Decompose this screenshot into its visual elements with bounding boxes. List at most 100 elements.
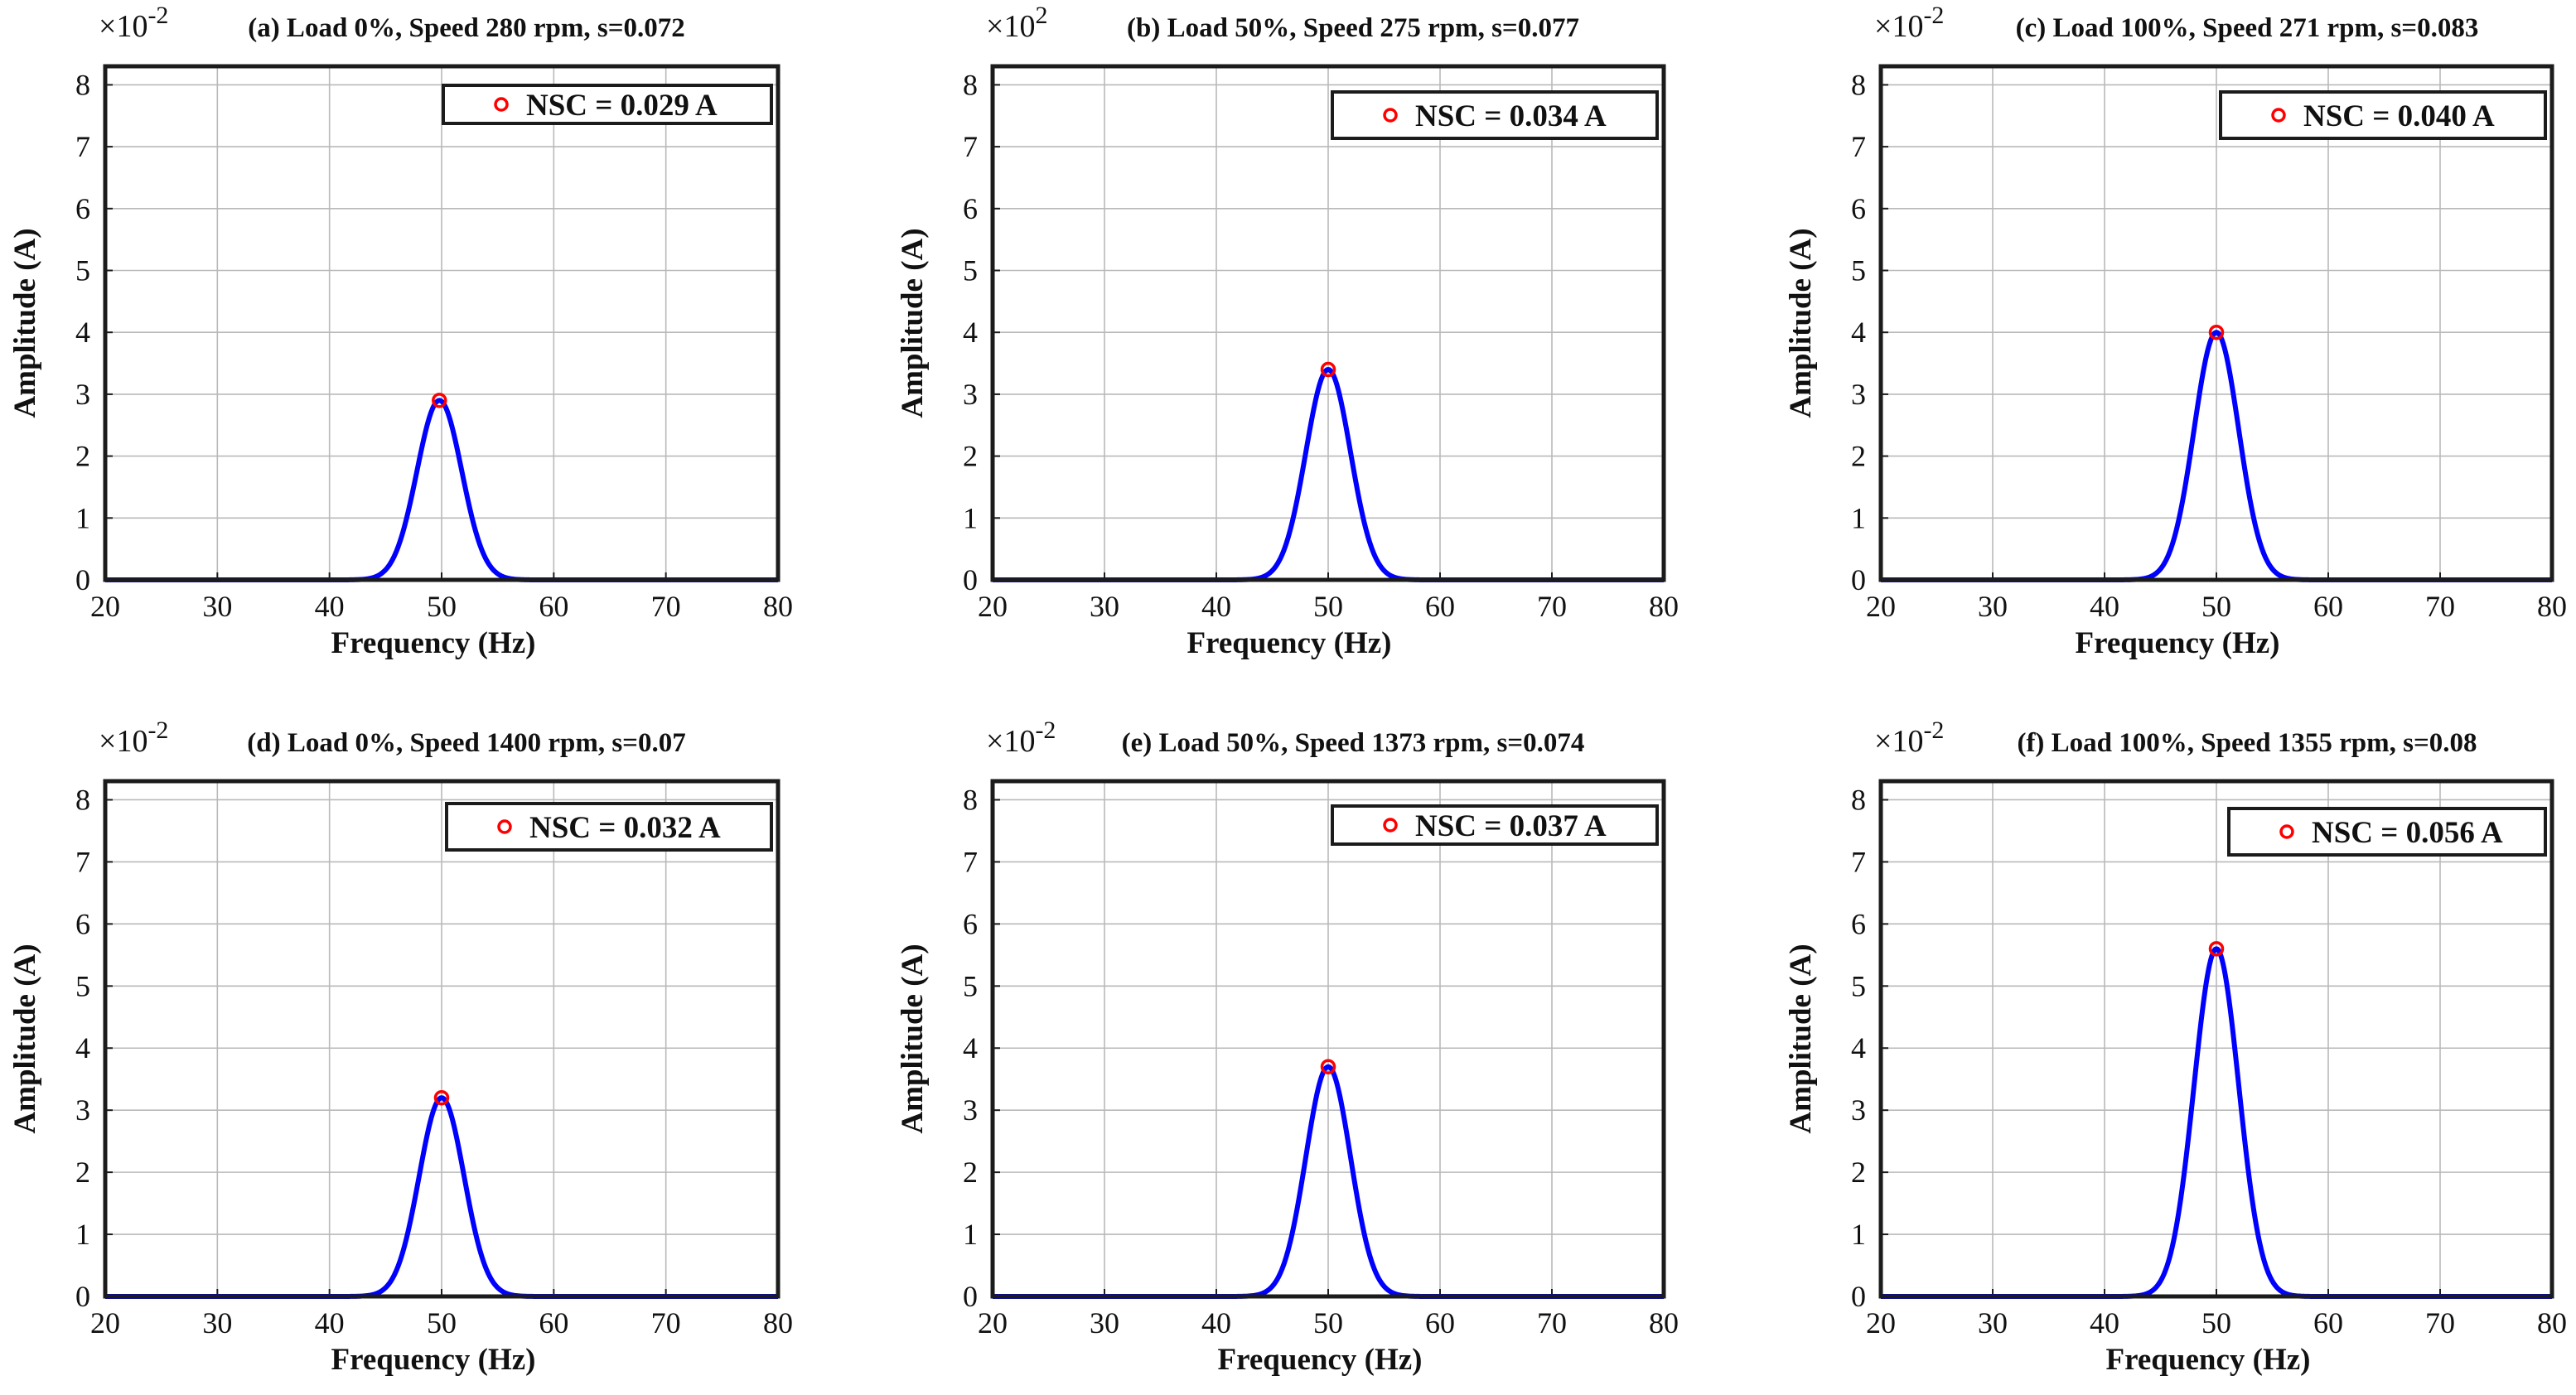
x-tick-label: 20 [978, 1306, 1008, 1339]
y-tick-label: 1 [1851, 1218, 1866, 1251]
x-axis-label: Frequency (Hz) [2106, 1343, 2311, 1377]
x-axis-label: Frequency (Hz) [1218, 1343, 1423, 1377]
legend-label: NSC = 0.034 A [1415, 99, 1607, 133]
y-tick-label: 0 [1851, 1280, 1866, 1313]
legend-box [445, 802, 773, 852]
multiplier-base: 10 [1003, 9, 1035, 44]
y-tick-label: 3 [963, 1093, 978, 1127]
peak-marker [2208, 941, 2225, 957]
y-tick-label: 5 [1851, 969, 1866, 1002]
y-tick-label: 8 [75, 783, 90, 816]
multiplier-exponent: -2 [1923, 717, 1944, 744]
y-axis-label: Amplitude (A) [1784, 228, 1818, 418]
y-tick-label: 0 [75, 1280, 90, 1313]
x-tick-label: 50 [2201, 1306, 2231, 1339]
legend-marker-icon [494, 97, 509, 112]
x-tick-label: 80 [1649, 590, 1679, 623]
multiplier-base: 10 [116, 724, 147, 759]
y-axis-multiplier: ×10-2 [1874, 717, 1944, 759]
y-tick-label: 7 [1851, 845, 1866, 878]
legend-box [1331, 90, 1659, 140]
x-tick-label: 80 [1649, 1306, 1679, 1339]
y-tick-label: 7 [1851, 130, 1866, 163]
axes-frame [103, 779, 781, 1299]
x-tick-label: 40 [1201, 590, 1231, 623]
panel-a: 20 30 40 50 60 70 80 0 1 2 3 4 5 6 7 8 NSC = 0.029 A (a) … [8, 2, 793, 660]
axes-frame [1878, 779, 2554, 1299]
y-tick-label: 6 [963, 192, 978, 225]
x-tick-label: 30 [1978, 590, 2008, 623]
y-tick-label: 5 [963, 969, 978, 1002]
x-tick-label: 60 [1425, 1306, 1455, 1339]
y-tick-label: 8 [75, 68, 90, 101]
x-tick-label: 40 [2090, 590, 2119, 623]
y-tick-label: 1 [75, 501, 90, 534]
y-tick-label: 6 [75, 907, 90, 940]
multiplier-exponent: -2 [1923, 2, 1944, 29]
legend-label: NSC = 0.029 A [526, 89, 718, 123]
legend: NSC = 0.040 A [2219, 90, 2547, 140]
y-tick-label: 3 [1851, 1093, 1866, 1127]
x-tick-label: 30 [1978, 1306, 2008, 1339]
y-tick-label: 1 [75, 1218, 90, 1251]
panel-title: (c) Load 100%, Speed 271 rpm, s=0.083 [2016, 13, 2479, 43]
x-tick-label: 80 [763, 590, 793, 623]
legend: NSC = 0.056 A [2227, 807, 2547, 857]
y-tick-label: 2 [75, 440, 90, 473]
y-tick-label: 4 [75, 316, 90, 349]
y-tick-label: 4 [963, 1031, 978, 1064]
panel-c: 20 30 40 50 60 70 80 0 1 2 3 4 5 6 7 8 NSC = 0.040 A (c) … [1784, 2, 2567, 660]
x-tick-label: 60 [1425, 590, 1455, 623]
y-axis-multiplier: ×102 [986, 2, 1047, 44]
y-tick-label: 2 [963, 1156, 978, 1189]
legend-box [2219, 90, 2547, 140]
peak-marker [1320, 1059, 1336, 1074]
x-tick-label: 70 [651, 590, 681, 623]
x-tick-label: 40 [1201, 1306, 1231, 1339]
times-sign: × [99, 9, 116, 44]
y-tick-label: 3 [1851, 378, 1866, 411]
panel-d: 20 30 40 50 60 70 80 0 1 2 3 4 5 6 7 8 NSC = 0.032 A (d) … [8, 717, 793, 1377]
times-sign: × [986, 9, 1003, 44]
y-tick-label: 1 [1851, 501, 1866, 534]
panel-e: 20 30 40 50 60 70 80 0 1 2 3 4 5 6 7 8 NSC = 0.037 A (e) … [896, 717, 1679, 1377]
panel-title: (e) Load 50%, Speed 1373 rpm, s=0.074 [1122, 728, 1585, 758]
legend: NSC = 0.029 A [442, 84, 773, 125]
y-tick-label: 2 [963, 440, 978, 473]
x-tick-label: 70 [651, 1306, 681, 1339]
peak-marker [1320, 361, 1336, 378]
y-axis-label: Amplitude (A) [8, 228, 42, 418]
x-tick-label: 40 [315, 1306, 345, 1339]
y-axis-label: Amplitude (A) [8, 944, 42, 1133]
x-tick-label: 80 [2537, 590, 2567, 623]
times-sign: × [1874, 9, 1892, 44]
y-tick-label: 8 [1851, 68, 1866, 101]
y-tick-label: 0 [963, 563, 978, 596]
y-axis-multiplier: ×10-2 [1874, 2, 1944, 44]
y-tick-label: 1 [963, 501, 978, 534]
legend-marker-icon [2279, 824, 2294, 839]
y-tick-label: 2 [1851, 440, 1866, 473]
x-tick-label: 60 [539, 1306, 568, 1339]
y-tick-label: 6 [75, 192, 90, 225]
y-tick-label: 4 [1851, 316, 1866, 349]
x-tick-label: 40 [2090, 1306, 2119, 1339]
legend-marker-icon [2271, 108, 2286, 123]
panel-title: (d) Load 0%, Speed 1400 rpm, s=0.07 [247, 728, 685, 758]
legend-label: NSC = 0.037 A [1415, 809, 1607, 843]
multiplier-base: 10 [1892, 724, 1923, 759]
x-tick-label: 30 [1090, 1306, 1119, 1339]
x-tick-label: 50 [427, 1306, 457, 1339]
y-tick-label: 3 [963, 378, 978, 411]
y-tick-label: 4 [1851, 1031, 1866, 1064]
y-tick-label: 8 [963, 783, 978, 816]
y-tick-label: 2 [75, 1156, 90, 1189]
y-tick-label: 4 [75, 1031, 90, 1064]
x-axis-label: Frequency (Hz) [331, 1343, 536, 1377]
axes-frame [1878, 64, 2554, 582]
x-tick-label: 20 [1866, 590, 1896, 623]
y-axis-label: Amplitude (A) [1784, 944, 1818, 1133]
y-tick-label: 0 [75, 563, 90, 596]
x-tick-label: 20 [90, 1306, 120, 1339]
panel-f: 20 30 40 50 60 70 80 0 1 2 3 4 5 6 7 8 NSC = 0.056 A (f) … [1784, 717, 2567, 1377]
